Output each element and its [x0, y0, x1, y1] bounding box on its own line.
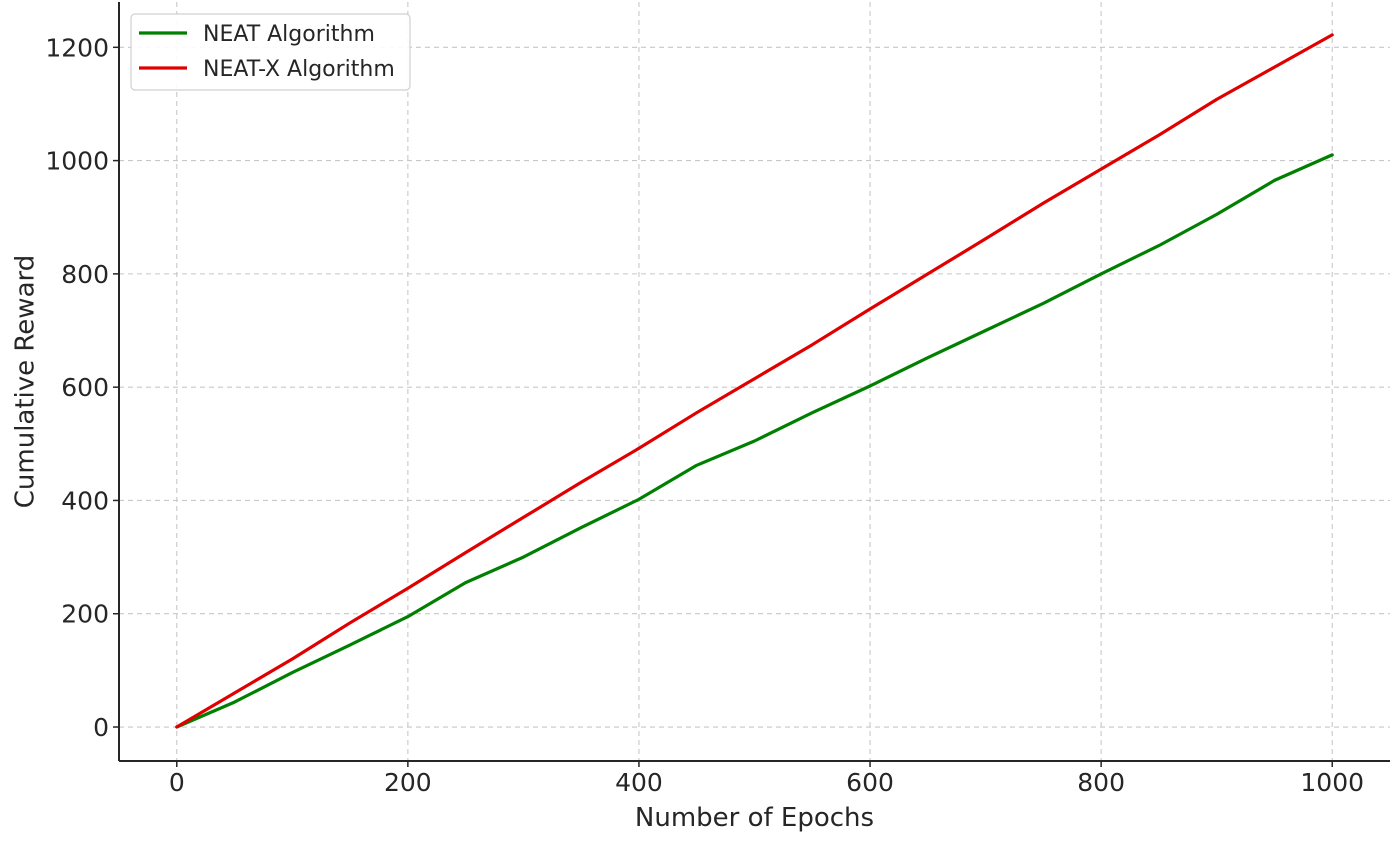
y-axis-label: Cumulative Reward: [11, 255, 41, 509]
ticks: 0 200 400 600 800 1000 0 200 400 600 800 1000 1200: [45, 33, 1364, 797]
y-tick-label: 800: [61, 260, 109, 289]
y-tick-label: 200: [61, 600, 109, 629]
grid: [119, 2, 1390, 761]
legend-box: [130, 13, 411, 91]
legend-label-0: NEAT Algorithm: [203, 22, 375, 47]
series-lines: [175, 33, 1334, 729]
legend-label-1: NEAT-X Algorithm: [203, 57, 395, 82]
x-tick-label: 400: [615, 768, 663, 797]
x-tick-label: 1000: [1300, 768, 1364, 797]
y-tick-label: 600: [61, 373, 109, 402]
y-tick-label: 1000: [45, 147, 109, 176]
axes: [118, 2, 1390, 762]
legend: NEAT Algorithm NEAT-X Algorithm: [130, 13, 411, 91]
x-tick-label: 200: [384, 768, 432, 797]
y-tick-label: 400: [61, 486, 109, 515]
series-line-1: [175, 33, 1334, 729]
y-tick-label: 1200: [45, 33, 109, 62]
x-axis-label: Number of Epochs: [635, 803, 874, 833]
x-tick-label: 800: [1077, 768, 1125, 797]
x-tick-label: 0: [169, 768, 185, 797]
y-tick-label: 0: [93, 713, 109, 742]
x-tick-label: 600: [846, 768, 894, 797]
series-line-0: [175, 153, 1334, 729]
